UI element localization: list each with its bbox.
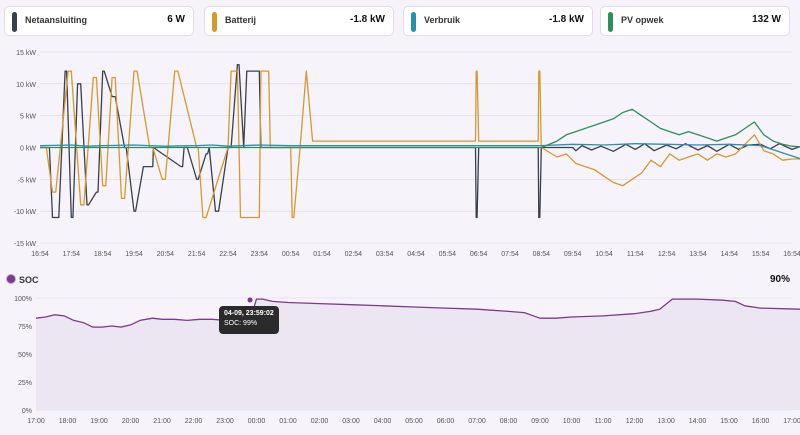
- color-bar: [12, 12, 17, 32]
- soc-current-value: 90%: [769, 274, 790, 285]
- y-tick-label: 5 kW: [20, 114, 36, 121]
- x-tick-label: 16:00: [752, 418, 770, 425]
- x-tick-label: 02:54: [345, 251, 363, 258]
- y-tick-label: -5 kW: [18, 177, 37, 184]
- x-tick-label: 08:00: [500, 418, 518, 425]
- y-tick-label: 0 kW: [20, 146, 36, 153]
- x-tick-label: 02:00: [311, 418, 329, 425]
- x-tick-label: 04:00: [374, 418, 392, 425]
- soc-tooltip: 04-09, 23:59:02 SOC: 99%: [219, 306, 279, 334]
- card-label: Netaansluiting: [25, 15, 88, 25]
- x-tick-label: 16:54: [31, 251, 49, 258]
- x-tick-label: 17:00: [783, 418, 800, 425]
- x-tick-label: 12:54: [658, 251, 676, 258]
- x-tick-label: 20:54: [157, 251, 175, 258]
- x-tick-label: 22:00: [185, 418, 203, 425]
- x-tick-label: 10:00: [563, 418, 581, 425]
- x-tick-label: 23:54: [251, 251, 269, 258]
- x-tick-label: 14:54: [721, 251, 739, 258]
- x-tick-label: 13:00: [657, 418, 675, 425]
- x-tick-label: 07:00: [468, 418, 486, 425]
- x-tick-label: 18:00: [59, 418, 77, 425]
- card-value: 6 W: [167, 14, 185, 25]
- x-tick-label: 12:00: [626, 418, 644, 425]
- soc-area-fill: [36, 299, 800, 410]
- x-tick-label: 00:54: [282, 251, 300, 258]
- card-label: Batterij: [225, 15, 257, 25]
- power-chart[interactable]: 15 kW 10 kW 5 kW 0 kW -5 kW -10 kW -15 kW 16:54…: [0, 40, 800, 262]
- x-tick-label: 15:00: [720, 418, 738, 425]
- soc-legend-label: SOC: [19, 275, 39, 285]
- x-tick-label: 20:00: [122, 418, 140, 425]
- y-tick-label: 50%: [18, 352, 32, 359]
- color-bar: [212, 12, 217, 32]
- color-bar: [608, 12, 613, 32]
- soc-hover-point: [247, 297, 253, 303]
- y-tick-label: -10 kW: [14, 209, 37, 216]
- x-tick-label: 06:00: [437, 418, 455, 425]
- x-tick-label: 11:00: [595, 418, 612, 425]
- x-tick-label: 11:54: [627, 251, 644, 258]
- card-label: PV opwek: [621, 15, 664, 25]
- y-tick-label: -15 kW: [14, 241, 37, 248]
- soc-legend[interactable]: SOC: [6, 274, 39, 285]
- x-tick-label: 00:00: [248, 418, 266, 425]
- x-tick-label: 08:54: [533, 251, 551, 258]
- x-tick-label: 03:00: [342, 418, 360, 425]
- y-tick-label: 15 kW: [16, 50, 36, 57]
- x-tick-label: 14:00: [689, 418, 707, 425]
- x-tick-label: 18:54: [94, 251, 112, 258]
- x-tick-label: 21:00: [153, 418, 171, 425]
- card-value: 132 W: [752, 14, 781, 25]
- x-tick-label: 19:54: [125, 251, 143, 258]
- card-verbruik[interactable]: Verbruik -1.8 kW: [403, 6, 593, 36]
- soc-legend-dot-icon: [6, 274, 16, 284]
- series-line-pv-opwek: [40, 108, 800, 149]
- y-tick-label: 10 kW: [16, 82, 36, 89]
- x-tick-label: 21:54: [188, 251, 206, 258]
- summary-cards: Netaansluiting 6 W Batterij -1.8 kW Verb…: [4, 6, 796, 36]
- x-tick-label: 05:00: [405, 418, 423, 425]
- x-tick-label: 04:54: [407, 251, 425, 258]
- x-tick-label: 05:54: [439, 251, 457, 258]
- y-tick-label: 100%: [14, 296, 32, 303]
- x-tick-label: 10:54: [595, 251, 613, 258]
- card-value: -1.8 kW: [349, 14, 385, 25]
- x-tick-label: 03:54: [376, 251, 394, 258]
- tooltip-text: SOC: 99%: [224, 320, 258, 327]
- x-tick-label: 16:54: [783, 251, 800, 258]
- tooltip-title: 04-09, 23:59:02: [224, 310, 274, 317]
- series-line-netaansluiting: [40, 64, 800, 219]
- y-tick-label: 75%: [18, 324, 32, 331]
- x-tick-label: 13:54: [689, 251, 707, 258]
- x-tick-label: 09:54: [564, 251, 582, 258]
- x-tick-label: 01:54: [313, 251, 331, 258]
- x-tick-label: 22:54: [219, 251, 237, 258]
- x-tick-label: 09:00: [531, 418, 549, 425]
- card-netaansluiting[interactable]: Netaansluiting 6 W: [4, 6, 194, 36]
- x-tick-label: 01:00: [279, 418, 297, 425]
- series-line-soc: [35, 298, 800, 328]
- card-label: Verbruik: [424, 15, 461, 25]
- y-tick-label: 0%: [22, 408, 32, 415]
- x-tick-label: 17:00: [27, 418, 45, 425]
- series-line-verbruik: [39, 143, 800, 160]
- x-tick-label: 15:54: [752, 251, 770, 258]
- card-pv-opwek[interactable]: PV opwek 132 W: [600, 6, 790, 36]
- card-value: -1.8 kW: [548, 14, 584, 25]
- x-tick-label: 19:00: [90, 418, 108, 425]
- soc-chart[interactable]: 100% 75% 50% 25% 0% 17:00 18:00 19:00 20:00 21:00…: [0, 268, 800, 435]
- series-line-batterij: [40, 70, 800, 219]
- color-bar: [411, 12, 416, 32]
- x-tick-label: 17:54: [63, 251, 81, 258]
- y-tick-label: 25%: [18, 380, 32, 387]
- x-tick-label: 07:54: [501, 251, 519, 258]
- x-tick-label: 06:54: [470, 251, 488, 258]
- x-tick-label: 23:00: [216, 418, 234, 425]
- card-batterij[interactable]: Batterij -1.8 kW: [204, 6, 394, 36]
